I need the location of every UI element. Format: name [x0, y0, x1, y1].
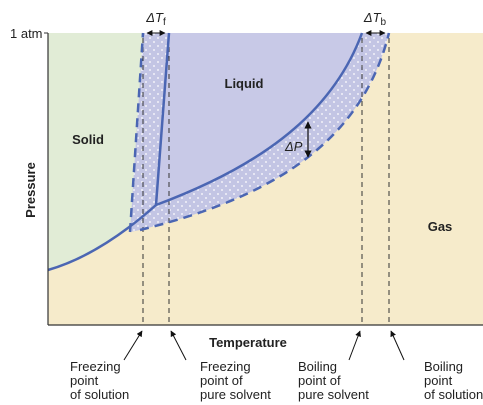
y-tick-label: 1 atm — [10, 26, 43, 41]
guide-lines — [142, 38, 390, 322]
point-label: Freezing — [70, 359, 121, 374]
delta-tf-label: ΔTf — [145, 10, 166, 28]
point-label: point — [70, 373, 99, 388]
point-label: point of — [200, 373, 243, 388]
point-label: Boiling — [298, 359, 337, 374]
y-axis-label: Pressure — [23, 162, 38, 218]
point-label: of solution — [70, 387, 129, 402]
point-label: point of — [298, 373, 341, 388]
liquid-label: Liquid — [225, 76, 264, 91]
point-label: Boiling — [424, 359, 463, 374]
delta-tb-label: ΔTb — [363, 10, 387, 28]
point-arrows — [123, 330, 405, 361]
solution-curves — [128, 32, 391, 233]
x-axis-label: Temperature — [209, 335, 287, 350]
pure-curves — [47, 32, 364, 272]
point-label: Freezing — [200, 359, 251, 374]
delta-p-label: ΔP — [284, 139, 303, 154]
liquid-region — [156, 33, 362, 205]
point-label: pure solvent — [298, 387, 369, 402]
point-label: point — [424, 373, 453, 388]
gas-label: Gas — [428, 219, 453, 234]
point-label: of solution — [424, 387, 483, 402]
point-label: pure solvent — [200, 387, 271, 402]
solid-label: Solid — [72, 132, 104, 147]
